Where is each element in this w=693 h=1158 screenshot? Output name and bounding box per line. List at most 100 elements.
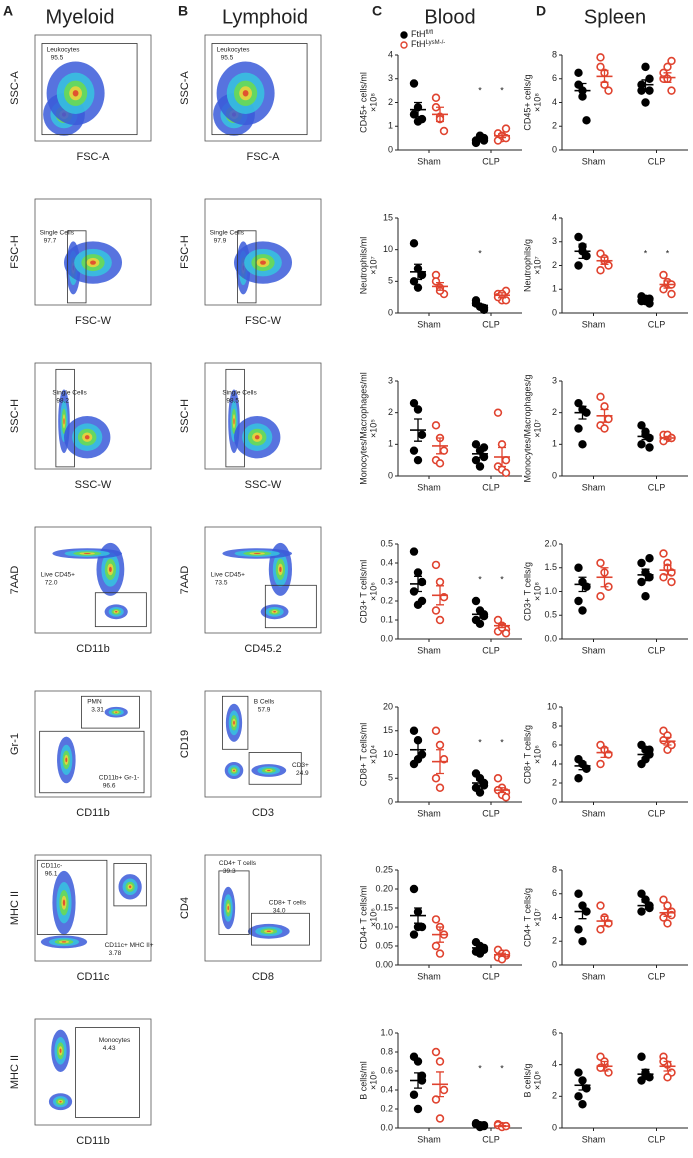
data-point bbox=[475, 788, 485, 797]
y-tick-label: 0 bbox=[552, 470, 557, 480]
data-point bbox=[596, 592, 605, 601]
gate-label: B Cells bbox=[254, 698, 275, 705]
flow-y-label: 7AAD bbox=[9, 566, 21, 595]
data-point bbox=[667, 86, 676, 95]
gate bbox=[67, 230, 87, 304]
flow-y-label: CD19 bbox=[179, 730, 191, 758]
y-tick-label: 2.0 bbox=[544, 538, 557, 548]
data-point bbox=[435, 783, 445, 792]
flow-y-label: CD4 bbox=[179, 897, 191, 919]
data-point bbox=[659, 270, 668, 280]
data-point bbox=[641, 592, 650, 601]
y-tick-label: 1 bbox=[552, 439, 557, 449]
y-tick-label: 4 bbox=[552, 1059, 557, 1069]
y-tick-label: 8 bbox=[552, 720, 557, 730]
error-bar bbox=[641, 432, 650, 441]
error-bar bbox=[436, 926, 444, 943]
x-tick-label: Sham bbox=[582, 645, 606, 655]
data-point bbox=[574, 925, 583, 934]
y-tick-label: 0.5 bbox=[544, 610, 557, 620]
gate-label: Single Cells bbox=[40, 230, 75, 237]
data-point bbox=[574, 1068, 583, 1077]
significance-mark: * bbox=[478, 248, 482, 258]
density-blob bbox=[90, 260, 96, 265]
y-tick-label: 0.6 bbox=[380, 1065, 393, 1075]
density-blob bbox=[267, 769, 271, 772]
y-tick-label: 15 bbox=[383, 212, 393, 222]
panel-letter: D bbox=[536, 3, 546, 19]
gate-label: Single Cells bbox=[222, 389, 257, 396]
data-point bbox=[578, 606, 587, 615]
data-point bbox=[471, 440, 481, 449]
gate-label: Single Cells bbox=[52, 389, 87, 396]
y-tick-label: 6 bbox=[552, 1027, 557, 1037]
error-bar bbox=[436, 437, 444, 455]
legend-marker bbox=[400, 31, 408, 39]
gate bbox=[218, 870, 250, 935]
significance-mark: * bbox=[644, 248, 648, 258]
flow-y-label: FSC-H bbox=[179, 235, 191, 269]
y-tick-label: 0 bbox=[552, 796, 557, 806]
y-axis-label: Monocytes/Macrophages/g bbox=[522, 374, 532, 482]
gate-value: 95.5 bbox=[51, 55, 64, 62]
flow-plot-frame bbox=[34, 526, 152, 634]
density-blob bbox=[65, 757, 68, 763]
data-point bbox=[637, 440, 646, 449]
y-axis-unit: ×10⁶ bbox=[532, 745, 542, 764]
error-bar bbox=[578, 761, 587, 771]
data-point bbox=[637, 558, 646, 568]
data-point bbox=[645, 745, 654, 754]
data-point bbox=[574, 774, 583, 783]
data-point bbox=[409, 446, 419, 455]
y-tick-label: 2 bbox=[552, 407, 557, 417]
flow-y-label: SSC-A bbox=[9, 71, 21, 105]
y-axis-label: CD45+ cells/ml bbox=[358, 72, 368, 133]
data-point bbox=[582, 116, 591, 125]
y-tick-label: 0.25 bbox=[375, 864, 393, 874]
data-point bbox=[501, 468, 511, 478]
data-point bbox=[431, 277, 441, 286]
gate-label: CD4+ T cells bbox=[219, 860, 257, 867]
data-point bbox=[413, 568, 423, 577]
data-point bbox=[574, 398, 583, 408]
gate-value: 97.7 bbox=[44, 238, 57, 245]
density-blob bbox=[242, 90, 249, 97]
legend-marker bbox=[400, 41, 408, 49]
y-tick-label: 0.1 bbox=[380, 614, 393, 624]
data-point bbox=[596, 53, 605, 62]
error-bar bbox=[414, 907, 422, 924]
data-point bbox=[667, 289, 676, 299]
error-bar bbox=[436, 1071, 444, 1098]
error-bar bbox=[498, 623, 506, 629]
data-point bbox=[413, 922, 423, 932]
x-tick-label: Sham bbox=[417, 319, 441, 329]
data-point bbox=[409, 547, 419, 556]
y-tick-label: 4 bbox=[552, 758, 557, 768]
error-bar bbox=[498, 292, 506, 299]
x-tick-label: Sham bbox=[582, 482, 606, 492]
data-point bbox=[431, 1047, 441, 1057]
density-blob bbox=[233, 720, 235, 725]
gate bbox=[39, 730, 145, 794]
y-tick-label: 4 bbox=[552, 212, 557, 222]
flow-y-label: MHC II bbox=[9, 891, 21, 925]
y-tick-label: 0 bbox=[552, 144, 557, 154]
data-point bbox=[439, 126, 449, 136]
y-tick-label: 0.0 bbox=[380, 633, 393, 643]
flow-y-label: SSC-H bbox=[9, 399, 21, 433]
density-blob bbox=[61, 941, 67, 943]
y-axis-unit: ×10⁷ bbox=[532, 419, 542, 438]
density-blob bbox=[59, 1048, 62, 1053]
flow-y-label: 7AAD bbox=[179, 566, 191, 595]
density-blob bbox=[260, 260, 266, 265]
gate-value: 96.1 bbox=[45, 870, 58, 877]
y-tick-label: 10 bbox=[383, 749, 393, 759]
y-axis-label: CD3+ T cells/ml bbox=[358, 560, 368, 623]
significance-mark: * bbox=[666, 248, 670, 258]
flow-x-label: SSC-W bbox=[245, 479, 282, 491]
error-bar bbox=[663, 908, 672, 917]
flow-x-label: CD11b bbox=[76, 1135, 109, 1147]
gate-label: CD3+ bbox=[292, 762, 309, 769]
error-bar bbox=[436, 749, 444, 775]
data-point bbox=[435, 615, 445, 625]
